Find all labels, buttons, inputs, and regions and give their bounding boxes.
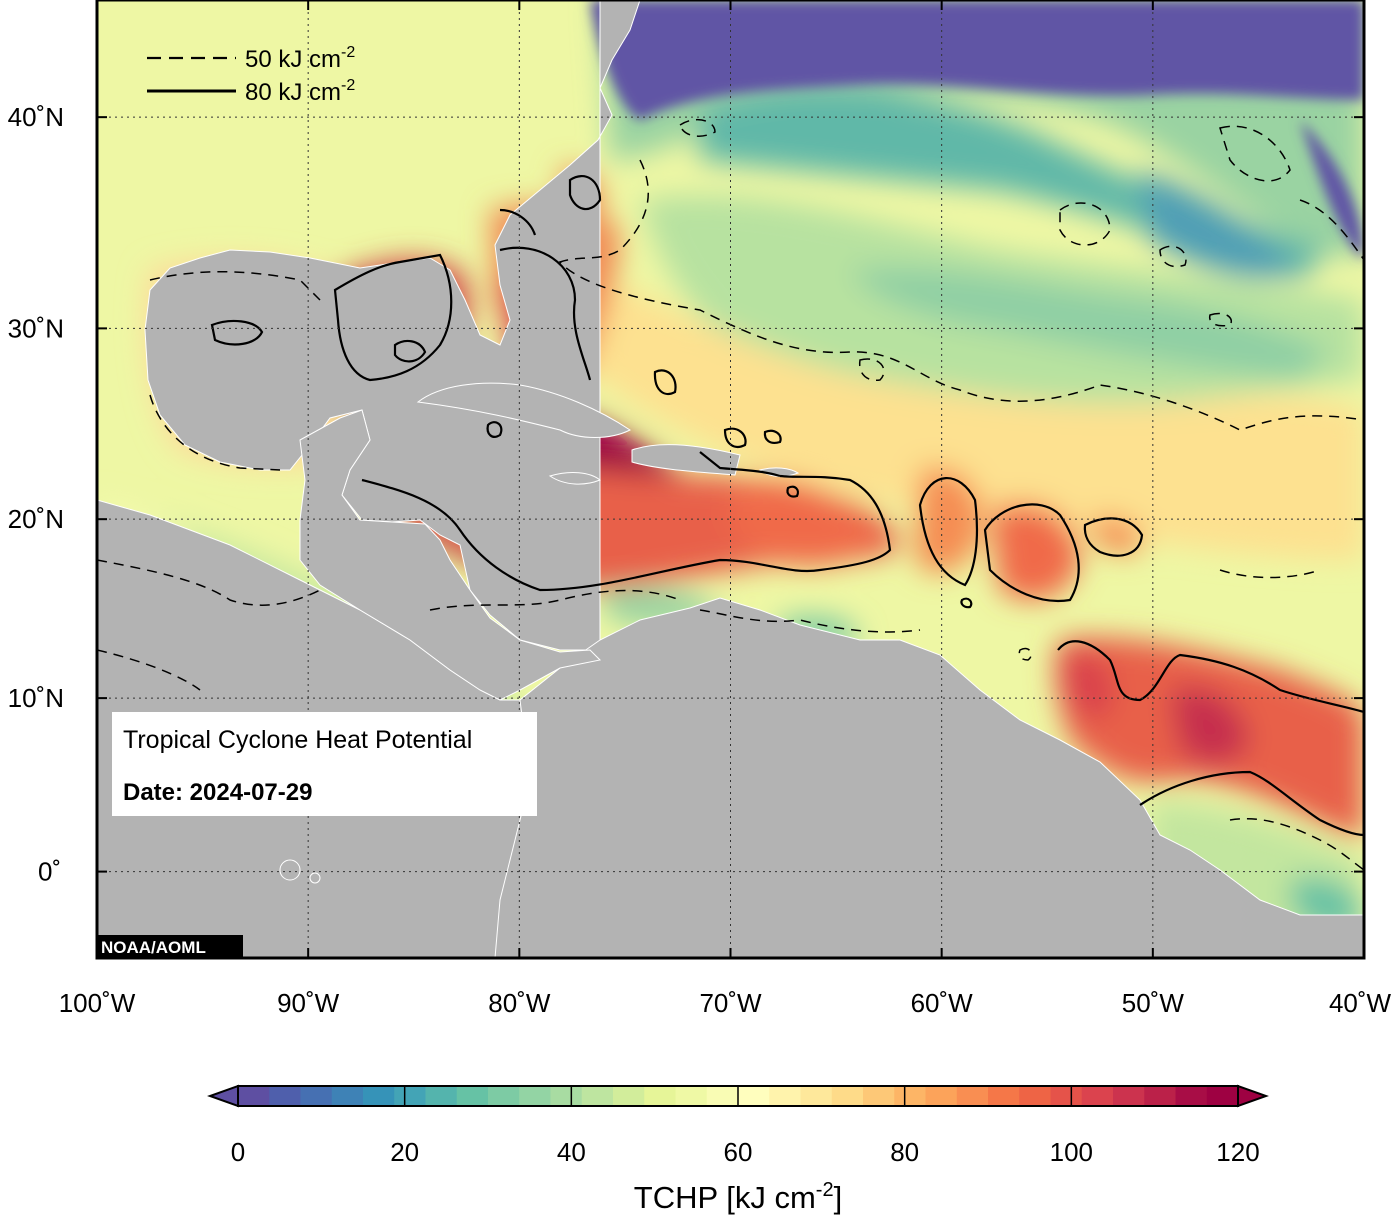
colorbar-high-arrow	[1237, 1084, 1269, 1108]
jamaica-island	[548, 472, 601, 485]
colorbar-low-arrow	[207, 1084, 239, 1108]
colorbar-segment	[1050, 1086, 1083, 1106]
colorbar-segment	[1113, 1086, 1145, 1106]
lat-tick-label: 10˚N	[8, 683, 64, 713]
colorbar-segment	[425, 1086, 458, 1106]
colorbar-segment	[456, 1086, 489, 1106]
colorbar-segment	[738, 1086, 770, 1106]
credit-text: NOAA/AOML	[101, 938, 206, 957]
cuba-island	[416, 382, 631, 438]
lat-tick-label: 40˚N	[8, 102, 64, 132]
colorbar: 0 20 40 60 80 100 120 TCHP [kJ cm-2]	[207, 1084, 1269, 1215]
colorbar-segment	[550, 1086, 583, 1106]
lon-tick-label: 60˚W	[911, 988, 974, 1018]
colorbar-tick-label: 100	[1050, 1137, 1093, 1167]
colorbar-segment	[331, 1086, 364, 1106]
colorbar-segment	[800, 1086, 833, 1106]
credit-badge: NOAA/AOML	[97, 935, 243, 958]
colorbar-segment	[519, 1086, 552, 1106]
colorbar-segment	[1206, 1086, 1239, 1106]
contour-50	[97, 118, 1364, 871]
lon-tick-label: 40˚W	[1329, 988, 1392, 1018]
lon-tick-label: 70˚W	[699, 988, 762, 1018]
colorbar-tick-label: 40	[557, 1137, 586, 1167]
contour-legend: 50 kJ cm-2 80 kJ cm-2	[147, 44, 355, 106]
colorbar-segment	[675, 1086, 708, 1106]
colorbar-tick-label: 120	[1216, 1137, 1259, 1167]
colorbar-tick-labels: 0 20 40 60 80 100 120	[231, 1137, 1260, 1167]
colorbar-segment	[644, 1086, 677, 1106]
cold-water-zone	[590, 0, 1364, 260]
colorbar-tick-label: 80	[890, 1137, 919, 1167]
lon-tick-label: 100˚W	[59, 988, 136, 1018]
contour-80	[210, 175, 1364, 837]
lat-tick-label: 20˚N	[8, 504, 64, 534]
colorbar-segment	[581, 1086, 614, 1106]
hispaniola-island	[631, 444, 741, 476]
colorbar-segment	[769, 1086, 802, 1106]
colorbar-segments	[238, 1086, 1239, 1106]
colorbar-segment	[1081, 1086, 1114, 1106]
colorbar-segment	[988, 1086, 1020, 1106]
legend-dashed-label: 50 kJ cm-2	[245, 44, 355, 73]
map-title: Tropical Cyclone Heat Potential	[123, 726, 472, 754]
latitude-tick-labels: 40˚N 30˚N 20˚N 10˚N 0˚	[8, 102, 1364, 887]
colorbar-segment	[300, 1086, 333, 1106]
map-date: Date: 2024-07-29	[123, 779, 312, 806]
lon-tick-label: 50˚W	[1122, 988, 1185, 1018]
colorbar-title: TCHP [kJ cm-2]	[634, 1179, 842, 1215]
colorbar-tick-label: 20	[390, 1137, 419, 1167]
colorbar-segment	[706, 1086, 739, 1106]
colorbar-segment	[956, 1086, 989, 1106]
colorbar-segment	[238, 1086, 270, 1106]
lon-tick-label: 80˚W	[488, 988, 551, 1018]
colorbar-segment	[269, 1086, 302, 1106]
colorbar-segment	[1019, 1086, 1052, 1106]
colorbar-segment	[831, 1086, 864, 1106]
colorbar-segment	[613, 1086, 645, 1106]
south-america-land	[494, 597, 1364, 958]
colorbar-segment	[363, 1086, 395, 1106]
lat-tick-label: 0˚	[38, 857, 61, 887]
colorbar-segment	[1175, 1086, 1208, 1106]
title-box: Tropical Cyclone Heat Potential Date: 20…	[112, 712, 537, 816]
colorbar-segment	[863, 1086, 895, 1106]
colorbar-segment	[925, 1086, 958, 1106]
colorbar-segment	[894, 1086, 927, 1106]
colorbar-segment	[1144, 1086, 1177, 1106]
central-america-land	[299, 409, 602, 701]
galapagos-islands	[279, 859, 301, 881]
colorbar-segment	[488, 1086, 520, 1106]
colorbar-ticks	[237, 1086, 1239, 1106]
legend-solid-label: 80 kJ cm-2	[245, 77, 355, 106]
lon-tick-label: 90˚W	[277, 988, 340, 1018]
colorbar-tick-label: 0	[231, 1137, 245, 1167]
colorbar-tick-label: 60	[724, 1137, 753, 1167]
lat-tick-label: 30˚N	[8, 313, 64, 343]
colorbar-segment	[394, 1086, 427, 1106]
longitude-tick-labels: 100˚W 90˚W 80˚W 70˚W 60˚W 50˚W 40˚W	[59, 0, 1392, 1018]
